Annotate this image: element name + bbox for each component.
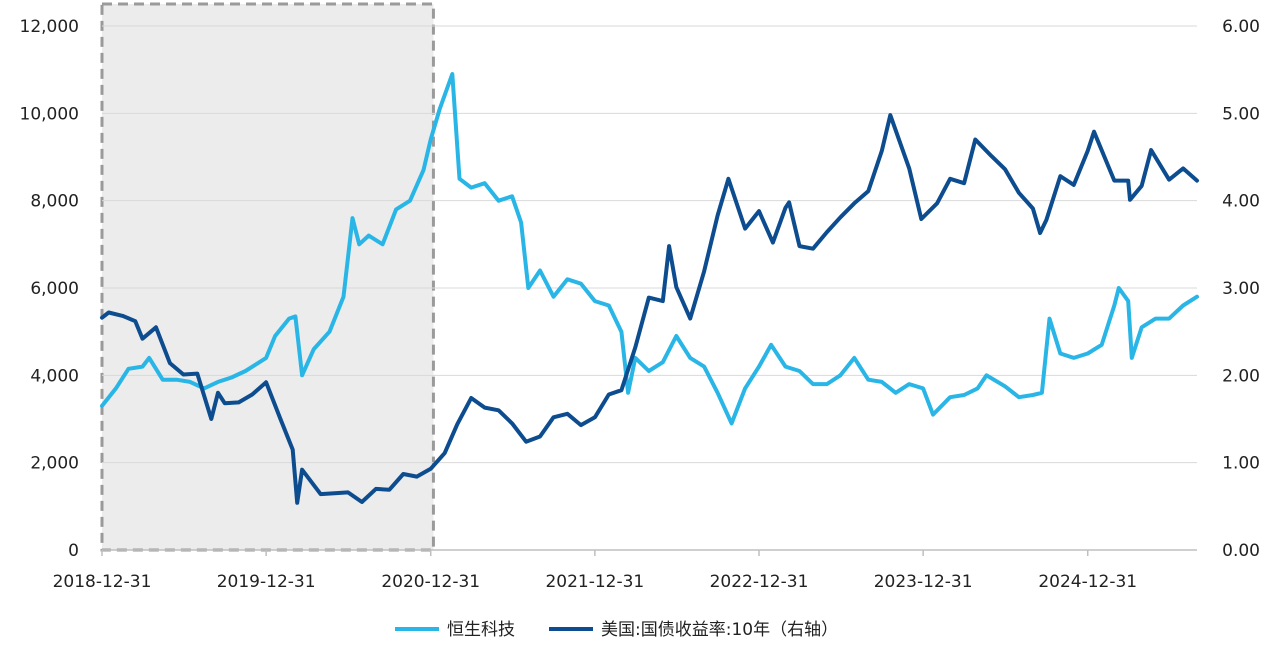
legend-label-1: 恒生科技 bbox=[447, 620, 515, 640]
y-right-tick-label: 4.00 bbox=[1222, 192, 1260, 212]
y-left-tick-label: 10,000 bbox=[20, 104, 79, 124]
series-line-2 bbox=[100, 113, 1199, 505]
x-tick-label: 2018-12-31 bbox=[53, 572, 152, 592]
y-left-tick-label: 4,000 bbox=[30, 366, 79, 386]
x-tick-label: 2023-12-31 bbox=[874, 572, 973, 592]
legend-label-2: 美国:国债收益率:10年（右轴） bbox=[601, 620, 838, 640]
legend: 恒生科技 美国:国债收益率:10年（右轴） bbox=[395, 620, 838, 640]
x-tick-label: 2020-12-31 bbox=[381, 572, 480, 592]
y-left-tick-label: 12,000 bbox=[20, 17, 79, 37]
y-right-tick-label: 5.00 bbox=[1222, 104, 1260, 124]
y-right-tick-label: 6.00 bbox=[1222, 17, 1260, 37]
y-left-tick-label: 8,000 bbox=[30, 192, 79, 212]
highlight-region-layer bbox=[100, 2, 435, 552]
y-right-tick-label: 1.00 bbox=[1222, 454, 1260, 474]
x-tick-label: 2024-12-31 bbox=[1038, 572, 1137, 592]
highlight-region bbox=[100, 2, 435, 552]
y-right-tick-label: 0.00 bbox=[1222, 541, 1260, 561]
y-left-tick-label: 0 bbox=[68, 541, 79, 561]
y-left-tick-label: 2,000 bbox=[30, 454, 79, 474]
grid-layer bbox=[102, 25, 1197, 464]
series-line-1 bbox=[100, 72, 1199, 426]
x-tick-label: 2022-12-31 bbox=[710, 572, 809, 592]
y-left-tick-label: 6,000 bbox=[30, 279, 79, 299]
y-right-tick-label: 2.00 bbox=[1222, 366, 1260, 386]
y-right-tick-label: 3.00 bbox=[1222, 279, 1260, 299]
axis-layer: 0 0.00 2,000 1.00 4,000 2.00 6,000 3.00 8,000 4.0… bbox=[20, 17, 1260, 592]
x-tick-label: 2019-12-31 bbox=[217, 572, 316, 592]
series-layer bbox=[100, 72, 1199, 505]
x-tick-label: 2021-12-31 bbox=[545, 572, 644, 592]
